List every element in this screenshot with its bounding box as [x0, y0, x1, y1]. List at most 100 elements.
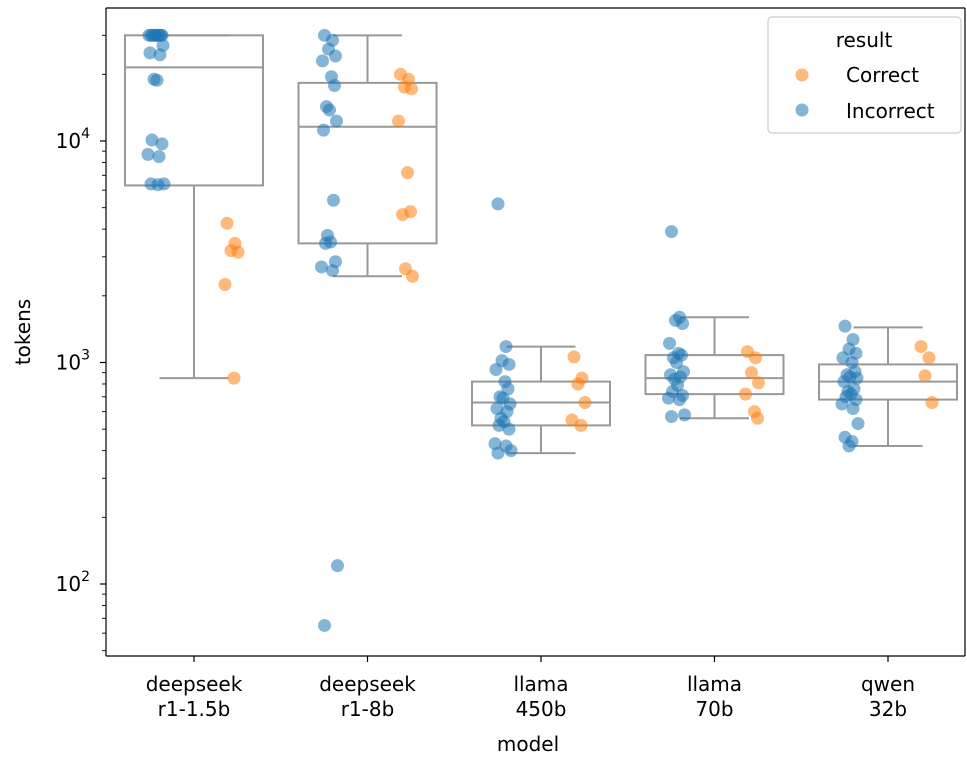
box-group	[471, 345, 611, 455]
point-correct	[567, 350, 581, 364]
point-correct	[405, 82, 418, 96]
point-correct	[922, 351, 936, 365]
point-incorrect	[316, 54, 329, 68]
point-correct	[231, 245, 245, 259]
point-incorrect	[842, 439, 856, 453]
point-incorrect	[663, 336, 676, 350]
point-incorrect	[850, 371, 864, 385]
point-incorrect	[665, 410, 678, 424]
x-axis-title: model	[497, 732, 559, 756]
box-iqr	[124, 34, 264, 187]
point-incorrect	[491, 197, 505, 211]
point-correct	[918, 369, 932, 383]
point-incorrect	[489, 362, 503, 376]
box-iqr	[471, 380, 611, 427]
point-incorrect	[835, 397, 849, 411]
x-tick-label: 32b	[869, 697, 907, 721]
legend-frame	[767, 16, 962, 134]
point-incorrect	[502, 422, 516, 436]
legend-label-incorrect: Incorrect	[846, 99, 935, 123]
x-tick-label: llama	[687, 672, 742, 696]
point-incorrect	[153, 48, 167, 62]
point-incorrect	[329, 49, 342, 63]
y-tick-label: 102	[56, 569, 90, 596]
y-axis-title: tokens	[11, 299, 35, 365]
point-incorrect	[676, 316, 689, 330]
point-incorrect	[665, 225, 678, 239]
box-iqr	[644, 354, 785, 396]
box-iqr	[297, 81, 438, 245]
point-correct	[220, 216, 234, 230]
point-incorrect	[317, 123, 330, 137]
legend-label-correct: Correct	[846, 63, 919, 87]
point-incorrect	[151, 178, 165, 192]
y-axis-ticks: 102 103 104	[56, 34, 106, 652]
x-tick-label: 70b	[695, 697, 733, 721]
box-group	[818, 326, 958, 447]
point-correct	[218, 277, 232, 291]
x-tick-label: qwen	[861, 672, 915, 696]
x-tick-label: deepseek	[146, 672, 243, 696]
point-correct	[752, 376, 765, 390]
point-incorrect	[491, 446, 505, 460]
x-tick-label: 450b	[516, 697, 567, 721]
axes-frame	[105, 7, 966, 657]
point-incorrect	[838, 319, 852, 333]
x-axis-ticks: deepseekr1-1.5bdeepseekr1-8bllama450blla…	[146, 656, 915, 721]
strip-points	[141, 28, 939, 632]
point-incorrect	[150, 73, 164, 87]
legend: result Correct Incorrect	[767, 16, 962, 134]
point-incorrect	[327, 193, 340, 207]
point-incorrect	[502, 357, 516, 371]
point-incorrect	[673, 393, 686, 407]
point-incorrect	[318, 618, 331, 632]
box-group	[124, 34, 264, 380]
y-tick-label: 103	[56, 348, 90, 375]
point-incorrect	[143, 46, 157, 60]
legend-marker-correct	[795, 68, 809, 82]
point-incorrect	[678, 408, 691, 422]
point-incorrect	[330, 114, 343, 128]
box-plots	[124, 34, 958, 455]
point-incorrect	[326, 264, 339, 278]
point-correct	[396, 208, 409, 222]
y-tick-label: 104	[56, 126, 90, 153]
point-correct	[571, 377, 585, 391]
point-incorrect	[846, 401, 860, 415]
point-incorrect	[851, 417, 865, 431]
point-incorrect	[328, 79, 341, 93]
point-incorrect	[492, 418, 506, 432]
point-incorrect	[670, 356, 683, 369]
point-correct	[406, 269, 419, 283]
point-correct	[925, 395, 939, 409]
point-incorrect	[331, 559, 344, 573]
box-group	[297, 34, 438, 278]
point-correct	[574, 418, 588, 432]
point-incorrect	[837, 375, 851, 389]
point-correct	[401, 166, 414, 180]
point-correct	[914, 340, 928, 354]
point-correct	[751, 411, 764, 425]
point-incorrect	[662, 391, 675, 405]
point-incorrect	[145, 133, 159, 147]
point-incorrect	[152, 150, 166, 164]
point-correct	[745, 366, 758, 380]
legend-title: result	[836, 28, 893, 52]
x-tick-label: r1-8b	[341, 697, 395, 721]
x-tick-label: llama	[513, 672, 568, 696]
point-correct	[578, 395, 592, 409]
point-correct	[227, 371, 241, 385]
point-incorrect	[323, 103, 336, 117]
point-incorrect	[490, 401, 504, 415]
point-incorrect	[315, 260, 328, 274]
x-tick-label: r1-1.5b	[158, 697, 231, 721]
point-incorrect	[141, 147, 155, 161]
point-incorrect	[155, 137, 169, 151]
point-incorrect	[319, 236, 332, 250]
point-correct	[392, 114, 405, 128]
point-incorrect	[149, 28, 163, 42]
x-tick-label: deepseek	[319, 672, 416, 696]
point-correct	[739, 387, 752, 401]
point-correct	[749, 351, 762, 365]
